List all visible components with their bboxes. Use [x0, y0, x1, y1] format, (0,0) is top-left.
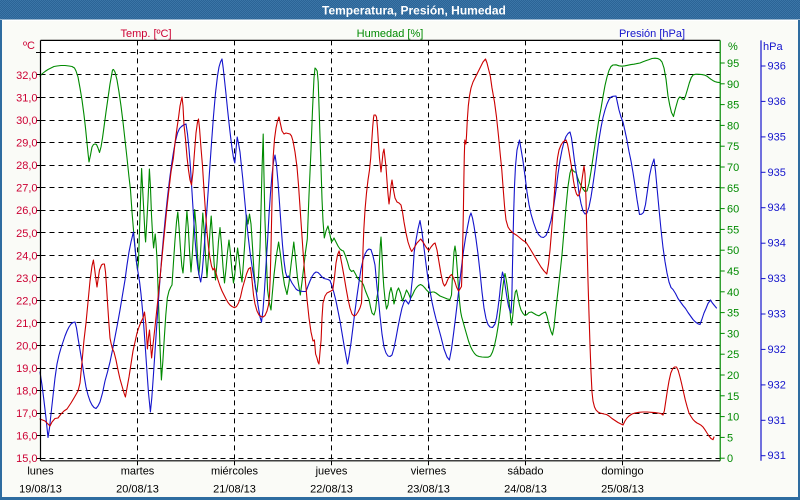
svg-text:27,0: 27,0: [16, 183, 37, 195]
svg-text:30: 30: [727, 328, 739, 340]
svg-text:32,0: 32,0: [16, 70, 37, 82]
svg-text:85: 85: [727, 100, 739, 112]
svg-text:55: 55: [727, 224, 739, 236]
svg-text:22,0: 22,0: [16, 295, 37, 307]
svg-text:Humedad [%]: Humedad [%]: [357, 28, 424, 40]
svg-text:90: 90: [727, 79, 739, 91]
svg-text:martes: martes: [121, 466, 155, 478]
svg-text:21,0: 21,0: [16, 318, 37, 330]
svg-text:Temp. [ºC]: Temp. [ºC]: [120, 28, 171, 40]
svg-text:15,0: 15,0: [16, 453, 37, 465]
svg-text:viernes: viernes: [411, 466, 447, 478]
svg-text:935: 935: [768, 167, 786, 179]
svg-text:lunes: lunes: [27, 466, 54, 478]
svg-text:934: 934: [768, 202, 786, 214]
svg-text:40: 40: [727, 287, 739, 299]
svg-text:Temperatura, Presión, Humedad: Temperatura, Presión, Humedad: [322, 4, 506, 18]
svg-text:75: 75: [727, 141, 739, 153]
svg-text:931: 931: [768, 450, 786, 462]
svg-text:30,0: 30,0: [16, 115, 37, 127]
svg-text:932: 932: [768, 344, 786, 356]
svg-text:936: 936: [768, 61, 786, 73]
svg-text:ºC: ºC: [23, 40, 35, 52]
svg-text:20: 20: [727, 370, 739, 382]
svg-text:933: 933: [768, 309, 786, 321]
svg-text:19/08/13: 19/08/13: [19, 484, 62, 496]
svg-text:18,0: 18,0: [16, 386, 37, 398]
svg-text:10: 10: [727, 412, 739, 424]
svg-text:80: 80: [727, 120, 739, 132]
svg-text:935: 935: [768, 131, 786, 143]
svg-text:0: 0: [727, 453, 733, 465]
svg-text:934: 934: [768, 238, 786, 250]
svg-text:21/08/13: 21/08/13: [213, 484, 256, 496]
svg-text:miércoles: miércoles: [211, 466, 259, 478]
svg-text:22/08/13: 22/08/13: [310, 484, 353, 496]
svg-text:933: 933: [768, 273, 786, 285]
svg-text:95: 95: [727, 58, 739, 70]
svg-text:20,0: 20,0: [16, 341, 37, 353]
svg-text:31,0: 31,0: [16, 93, 37, 105]
svg-text:29,0: 29,0: [16, 138, 37, 150]
svg-text:19,0: 19,0: [16, 363, 37, 375]
svg-text:35: 35: [727, 308, 739, 320]
svg-text:936: 936: [768, 96, 786, 108]
svg-text:932: 932: [768, 379, 786, 391]
svg-text:23,0: 23,0: [16, 273, 37, 285]
svg-text:28,0: 28,0: [16, 160, 37, 172]
svg-text:24/08/13: 24/08/13: [504, 484, 547, 496]
svg-text:15: 15: [727, 391, 739, 403]
svg-text:20/08/13: 20/08/13: [116, 484, 159, 496]
svg-text:60: 60: [727, 204, 739, 216]
svg-text:5: 5: [727, 432, 733, 444]
svg-text:jueves: jueves: [315, 466, 348, 478]
svg-text:45: 45: [727, 266, 739, 278]
svg-text:65: 65: [727, 183, 739, 195]
svg-text:17,0: 17,0: [16, 408, 37, 420]
svg-text:16,0: 16,0: [16, 431, 37, 443]
svg-text:50: 50: [727, 245, 739, 257]
svg-text:70: 70: [727, 162, 739, 174]
svg-text:sábado: sábado: [507, 466, 543, 478]
svg-text:24,0: 24,0: [16, 250, 37, 262]
svg-text:Presión [hPa]: Presión [hPa]: [619, 28, 685, 40]
svg-text:26,0: 26,0: [16, 205, 37, 217]
svg-text:hPa: hPa: [763, 41, 783, 53]
svg-text:%: %: [728, 41, 738, 53]
svg-text:domingo: domingo: [601, 466, 643, 478]
svg-text:23/08/13: 23/08/13: [407, 484, 450, 496]
svg-text:25: 25: [727, 349, 739, 361]
svg-text:931: 931: [768, 415, 786, 427]
svg-text:25,0: 25,0: [16, 228, 37, 240]
svg-text:25/08/13: 25/08/13: [601, 484, 644, 496]
